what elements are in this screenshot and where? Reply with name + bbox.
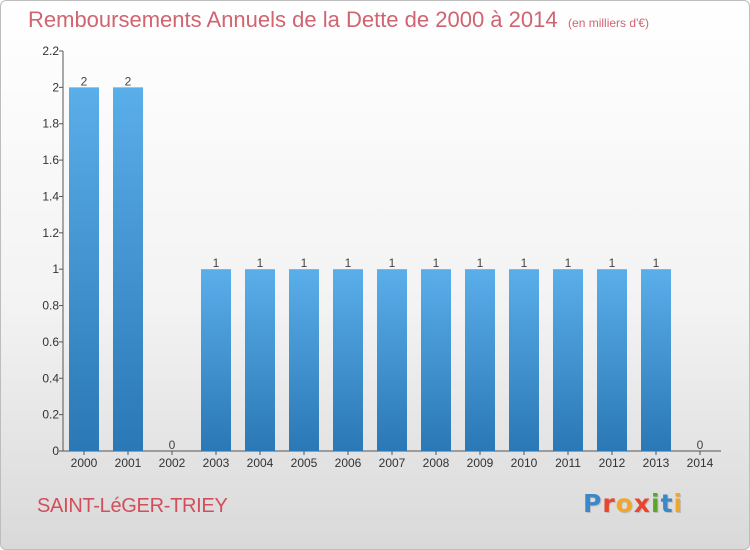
chart-data-labels: 2 2 0 1 1 1 1 1 1 1 1 1 1 1 0 [81, 74, 704, 452]
logo-letter: x [633, 489, 651, 518]
logo-letter: P [583, 489, 603, 518]
x-tick-label: 2013 [643, 456, 670, 470]
y-tick-label: 1 [52, 262, 59, 276]
bar [245, 269, 275, 451]
bar-data-label: 0 [169, 438, 176, 452]
y-tick-label: 1.2 [42, 226, 59, 240]
y-tick-label: 0.2 [42, 408, 59, 422]
bar-data-label: 0 [697, 438, 704, 452]
bar [421, 269, 451, 451]
chart-title-unit: (en milliers d'€) [568, 16, 650, 30]
x-tick-label: 2006 [335, 456, 362, 470]
chart-title: Remboursements Annuels de la Dette de 20… [28, 7, 649, 33]
bar-data-label: 1 [653, 256, 660, 270]
y-tick-label: 1.8 [42, 117, 59, 131]
y-tick-label: 2 [52, 80, 59, 94]
bar [113, 87, 143, 451]
x-tick-label: 2010 [511, 456, 538, 470]
chart-bars [69, 87, 671, 451]
chart-title-main: Remboursements Annuels de la Dette de 20… [28, 7, 558, 32]
y-tick-label: 0.6 [42, 335, 59, 349]
y-tick-label: 1.6 [42, 153, 59, 167]
x-tick-label: 2005 [291, 456, 318, 470]
bar-data-label: 1 [213, 256, 220, 270]
bar [641, 269, 671, 451]
logo-letter: o [615, 489, 634, 518]
bar-data-label: 1 [433, 256, 440, 270]
x-tick-label: 2007 [379, 456, 406, 470]
x-tick-label: 2012 [599, 456, 626, 470]
bar-data-label: 2 [81, 74, 88, 88]
bar-data-label: 1 [609, 256, 616, 270]
logo-letter: r [602, 489, 616, 518]
bar [509, 269, 539, 451]
x-tick-label: 2002 [159, 456, 186, 470]
bar-data-label: 1 [389, 256, 396, 270]
y-tick-label: 0.8 [42, 299, 59, 313]
bar [597, 269, 627, 451]
bar-data-label: 1 [565, 256, 572, 270]
bar-data-label: 1 [345, 256, 352, 270]
bar [69, 87, 99, 451]
bar-data-label: 1 [477, 256, 484, 270]
y-tick-label: 2.2 [42, 44, 59, 58]
bar [333, 269, 363, 451]
bar-data-label: 1 [301, 256, 308, 270]
logo-letter: i [673, 489, 684, 518]
x-tick-label: 2011 [555, 456, 581, 470]
proxiti-logo[interactable]: Proxiti [583, 489, 683, 518]
bar [201, 269, 231, 451]
x-tick-label: 2001 [115, 456, 142, 470]
logo-letter: i [651, 489, 661, 518]
bar-data-label: 2 [125, 74, 132, 88]
bar [553, 269, 583, 451]
bar-data-label: 1 [521, 256, 528, 270]
bar [377, 269, 407, 451]
x-tick-label: 2004 [247, 456, 274, 470]
commune-name: SAINT-LéGER-TRIEY [37, 495, 228, 517]
y-tick-label: 0 [52, 444, 59, 458]
bar [465, 269, 495, 451]
y-tick-label: 0.4 [42, 371, 59, 385]
bar [289, 269, 319, 451]
x-tick-label: 2014 [687, 456, 714, 470]
x-tick-label: 2000 [71, 456, 98, 470]
x-tick-label: 2003 [203, 456, 230, 470]
logo-letter: t [660, 489, 674, 518]
x-tick-label: 2008 [423, 456, 450, 470]
x-tick-label: 2009 [467, 456, 494, 470]
bar-data-label: 1 [257, 256, 264, 270]
y-tick-label: 1.4 [42, 189, 59, 203]
